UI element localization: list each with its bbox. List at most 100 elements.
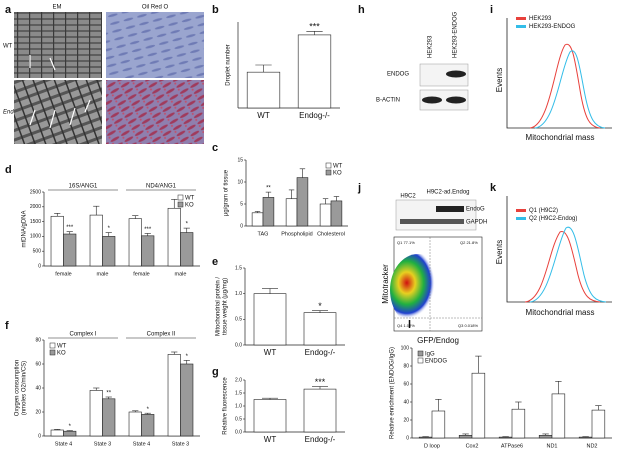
x-axis-label: Mitochondrial mass — [526, 308, 595, 317]
y-tick-label: 0 — [406, 435, 409, 441]
legend-label: WT — [57, 343, 67, 349]
band-label: ENDOG — [387, 72, 409, 78]
panel-letter: g — [212, 366, 219, 378]
y-tick-label: 2.0 — [235, 377, 242, 383]
panel-letter: j — [357, 182, 361, 194]
x-tick-label: WT — [264, 348, 277, 357]
y-tick-label: 1500 — [30, 219, 41, 225]
blot-band — [446, 96, 466, 104]
x-tick-label: ATPase6 — [501, 443, 523, 449]
group-label: Complex II — [147, 332, 176, 338]
bar — [128, 218, 142, 267]
y-tick-label: 1.5 — [235, 265, 242, 271]
y-axis-label: Mitochondrial protein / — [216, 277, 222, 336]
bar — [251, 212, 264, 227]
y-tick-label: 80 — [35, 337, 41, 343]
legend-label: HEK293-ENDOG — [529, 24, 576, 30]
band-label: EndoG — [466, 207, 485, 213]
x-tick-label: Endog-/- — [305, 435, 336, 444]
legend-swatch — [177, 194, 184, 201]
legend-label: WT — [333, 163, 343, 169]
bar — [578, 436, 593, 439]
y-tick-label: 60 — [403, 381, 409, 387]
x-tick-label: State 4 — [133, 441, 150, 447]
y-tick-label: 10 — [237, 179, 243, 185]
bar — [551, 393, 566, 439]
y-tick-label: 1.0 — [235, 403, 242, 409]
panel-letter: e — [212, 256, 218, 268]
legend-label: WT — [185, 195, 195, 201]
panel-letter: a — [5, 4, 12, 16]
blot-band — [446, 70, 466, 78]
blot-band — [400, 219, 464, 224]
y-axis-label: µg/gram of tissue — [224, 169, 230, 216]
x-tick-label: State 4 — [55, 441, 72, 447]
x-tick-label: Endog-/- — [305, 348, 336, 357]
oil-red-image — [106, 12, 204, 78]
row-label: WT — [3, 44, 13, 50]
x-tick-label: male — [97, 271, 109, 277]
bar — [50, 429, 64, 437]
blot — [419, 89, 469, 111]
histogram — [529, 226, 607, 303]
em-image — [14, 12, 102, 78]
bar — [498, 436, 513, 439]
group-label: 16S/ANG1 — [69, 184, 98, 190]
x-tick-label: Endog-/- — [299, 111, 330, 120]
legend-label: KO — [57, 350, 66, 356]
bar — [538, 434, 553, 439]
y-tick-label: 60 — [35, 361, 41, 367]
y-tick-label: 80 — [403, 363, 409, 369]
bar — [319, 203, 332, 227]
y-tick-label: 2000 — [30, 204, 41, 210]
significance-label: ** — [106, 391, 111, 397]
y-axis-label: Oxygen consumption — [15, 360, 21, 416]
y-axis-label: Events — [495, 68, 504, 92]
legend-label: KO — [185, 202, 194, 208]
significance-label: * — [108, 226, 111, 232]
band-label: GAPDH — [466, 220, 487, 226]
bar — [262, 197, 275, 227]
y-axis-label: Relative fluorescence — [223, 377, 229, 435]
histogram — [529, 43, 601, 129]
panel-letter: f — [5, 320, 9, 332]
bar — [511, 408, 526, 439]
y-tick-label: 1.5 — [235, 390, 242, 396]
y-axis-label: mtDNA/gDNA — [22, 210, 28, 247]
histogram — [534, 50, 606, 129]
legend-label: HEK293 — [529, 16, 552, 22]
y-tick-label: 0 — [38, 433, 41, 439]
significance-label: * — [318, 301, 322, 311]
quadrant-label: Q4 1.02% — [397, 323, 415, 328]
y-axis-label: tissue weight (µg/mg) — [223, 278, 229, 335]
legend-label: KO — [333, 170, 342, 176]
bar — [141, 414, 155, 437]
y-tick-label: 0 — [38, 263, 41, 269]
x-tick-label: Cox2 — [466, 443, 479, 449]
y-tick-label: 20 — [403, 417, 409, 423]
panel-letter: k — [490, 182, 497, 194]
legend-swatch — [516, 17, 526, 20]
x-tick-label: female — [133, 271, 150, 277]
em-image — [14, 80, 102, 144]
bar — [167, 207, 181, 267]
lane-label: HEK293 — [428, 35, 434, 58]
blot-band — [436, 206, 464, 212]
column-label: EM — [53, 5, 62, 11]
y-tick-label: 15 — [237, 157, 243, 163]
column-label: Oil Red O — [142, 5, 169, 11]
quadrant-label: Q1 77.1% — [397, 240, 415, 245]
y-tick-label: 100 — [401, 345, 410, 351]
x-axis-label: Mitochondrial mass — [526, 133, 595, 142]
group-label: Complex I — [69, 332, 96, 338]
x-tick-label: WT — [264, 435, 277, 444]
legend-swatch — [325, 162, 332, 169]
significance-label: *** — [144, 227, 152, 233]
panel-letter: i — [490, 4, 493, 16]
legend-swatch — [516, 209, 526, 212]
significance-label: ** — [266, 186, 271, 192]
legend-swatch — [49, 349, 56, 356]
y-tick-label: 2500 — [30, 189, 41, 195]
bar — [330, 200, 343, 227]
quadrant-label: Q3 0.018% — [458, 323, 478, 328]
